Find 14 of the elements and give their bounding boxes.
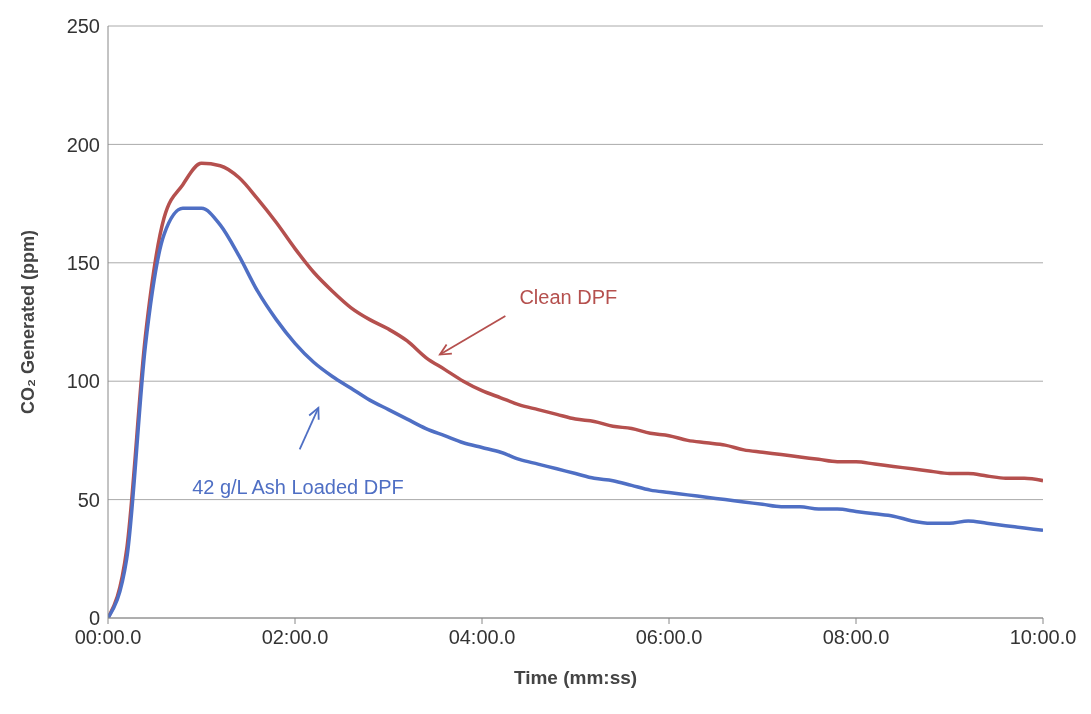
annotation: Clean DPF [519,286,618,309]
y-tick-label: 200 [66,133,100,156]
x-tick-label: 08:00.0 [822,626,890,649]
x-axis-title: Time (mm:ss) [513,667,638,688]
y-tick-label: 150 [66,251,100,274]
y-tick-label: 250 [66,15,100,38]
y-axis-title: CO₂ Generated (ppm) [18,229,38,415]
annotation: 42 g/L Ash Loaded DPF [192,475,404,498]
x-tick-label: 06:00.0 [635,626,703,649]
x-tick-label: 10:00.0 [1009,626,1077,649]
y-tick-label: 100 [66,370,100,393]
y-tick-label: 50 [77,488,100,511]
x-tick-label: 04:00.0 [448,626,516,649]
x-tick-label: 02:00.0 [261,626,329,649]
